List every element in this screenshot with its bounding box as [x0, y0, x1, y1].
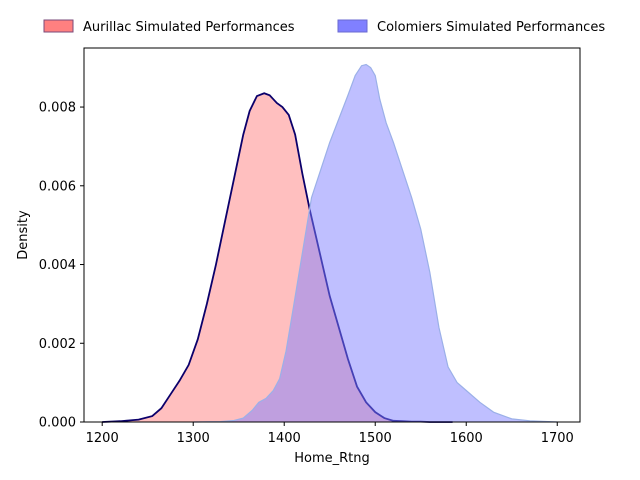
legend-swatch-1: [337, 19, 368, 33]
plot-area: [102, 63, 558, 423]
y-tick-label: 0.002: [39, 337, 76, 352]
legend-label-0: Aurillac Simulated Performances: [83, 20, 295, 35]
x-tick-label: 1300: [177, 431, 210, 446]
x-axis-label: Home_Rtng: [294, 451, 370, 466]
legend: Aurillac Simulated Performances Colomiers…: [43, 19, 605, 35]
y-tick-label: 0.006: [39, 179, 76, 194]
y-tick-label: 0.004: [39, 258, 76, 273]
x-tick-label: 1200: [86, 431, 119, 446]
series-0-area: [102, 93, 453, 423]
x-tick-label: 1400: [268, 431, 301, 446]
plot-frame: [83, 47, 581, 423]
y-axis: 0.000 0.002 0.004 0.006 0.008: [39, 101, 84, 431]
x-axis: 1200 1300 1400 1500 1600 1700: [86, 422, 574, 446]
series-1-line: [193, 63, 558, 423]
legend-swatch-0: [43, 19, 74, 33]
legend-label-1: Colomiers Simulated Performances: [377, 20, 605, 35]
y-tick-label: 0.008: [39, 101, 76, 116]
y-tick-label: 0.000: [39, 416, 76, 431]
x-tick-label: 1700: [541, 431, 574, 446]
x-tick-label: 1600: [450, 431, 483, 446]
y-axis-label: Density: [16, 210, 31, 260]
series-1-area: [193, 64, 558, 422]
x-tick-label: 1500: [359, 431, 392, 446]
